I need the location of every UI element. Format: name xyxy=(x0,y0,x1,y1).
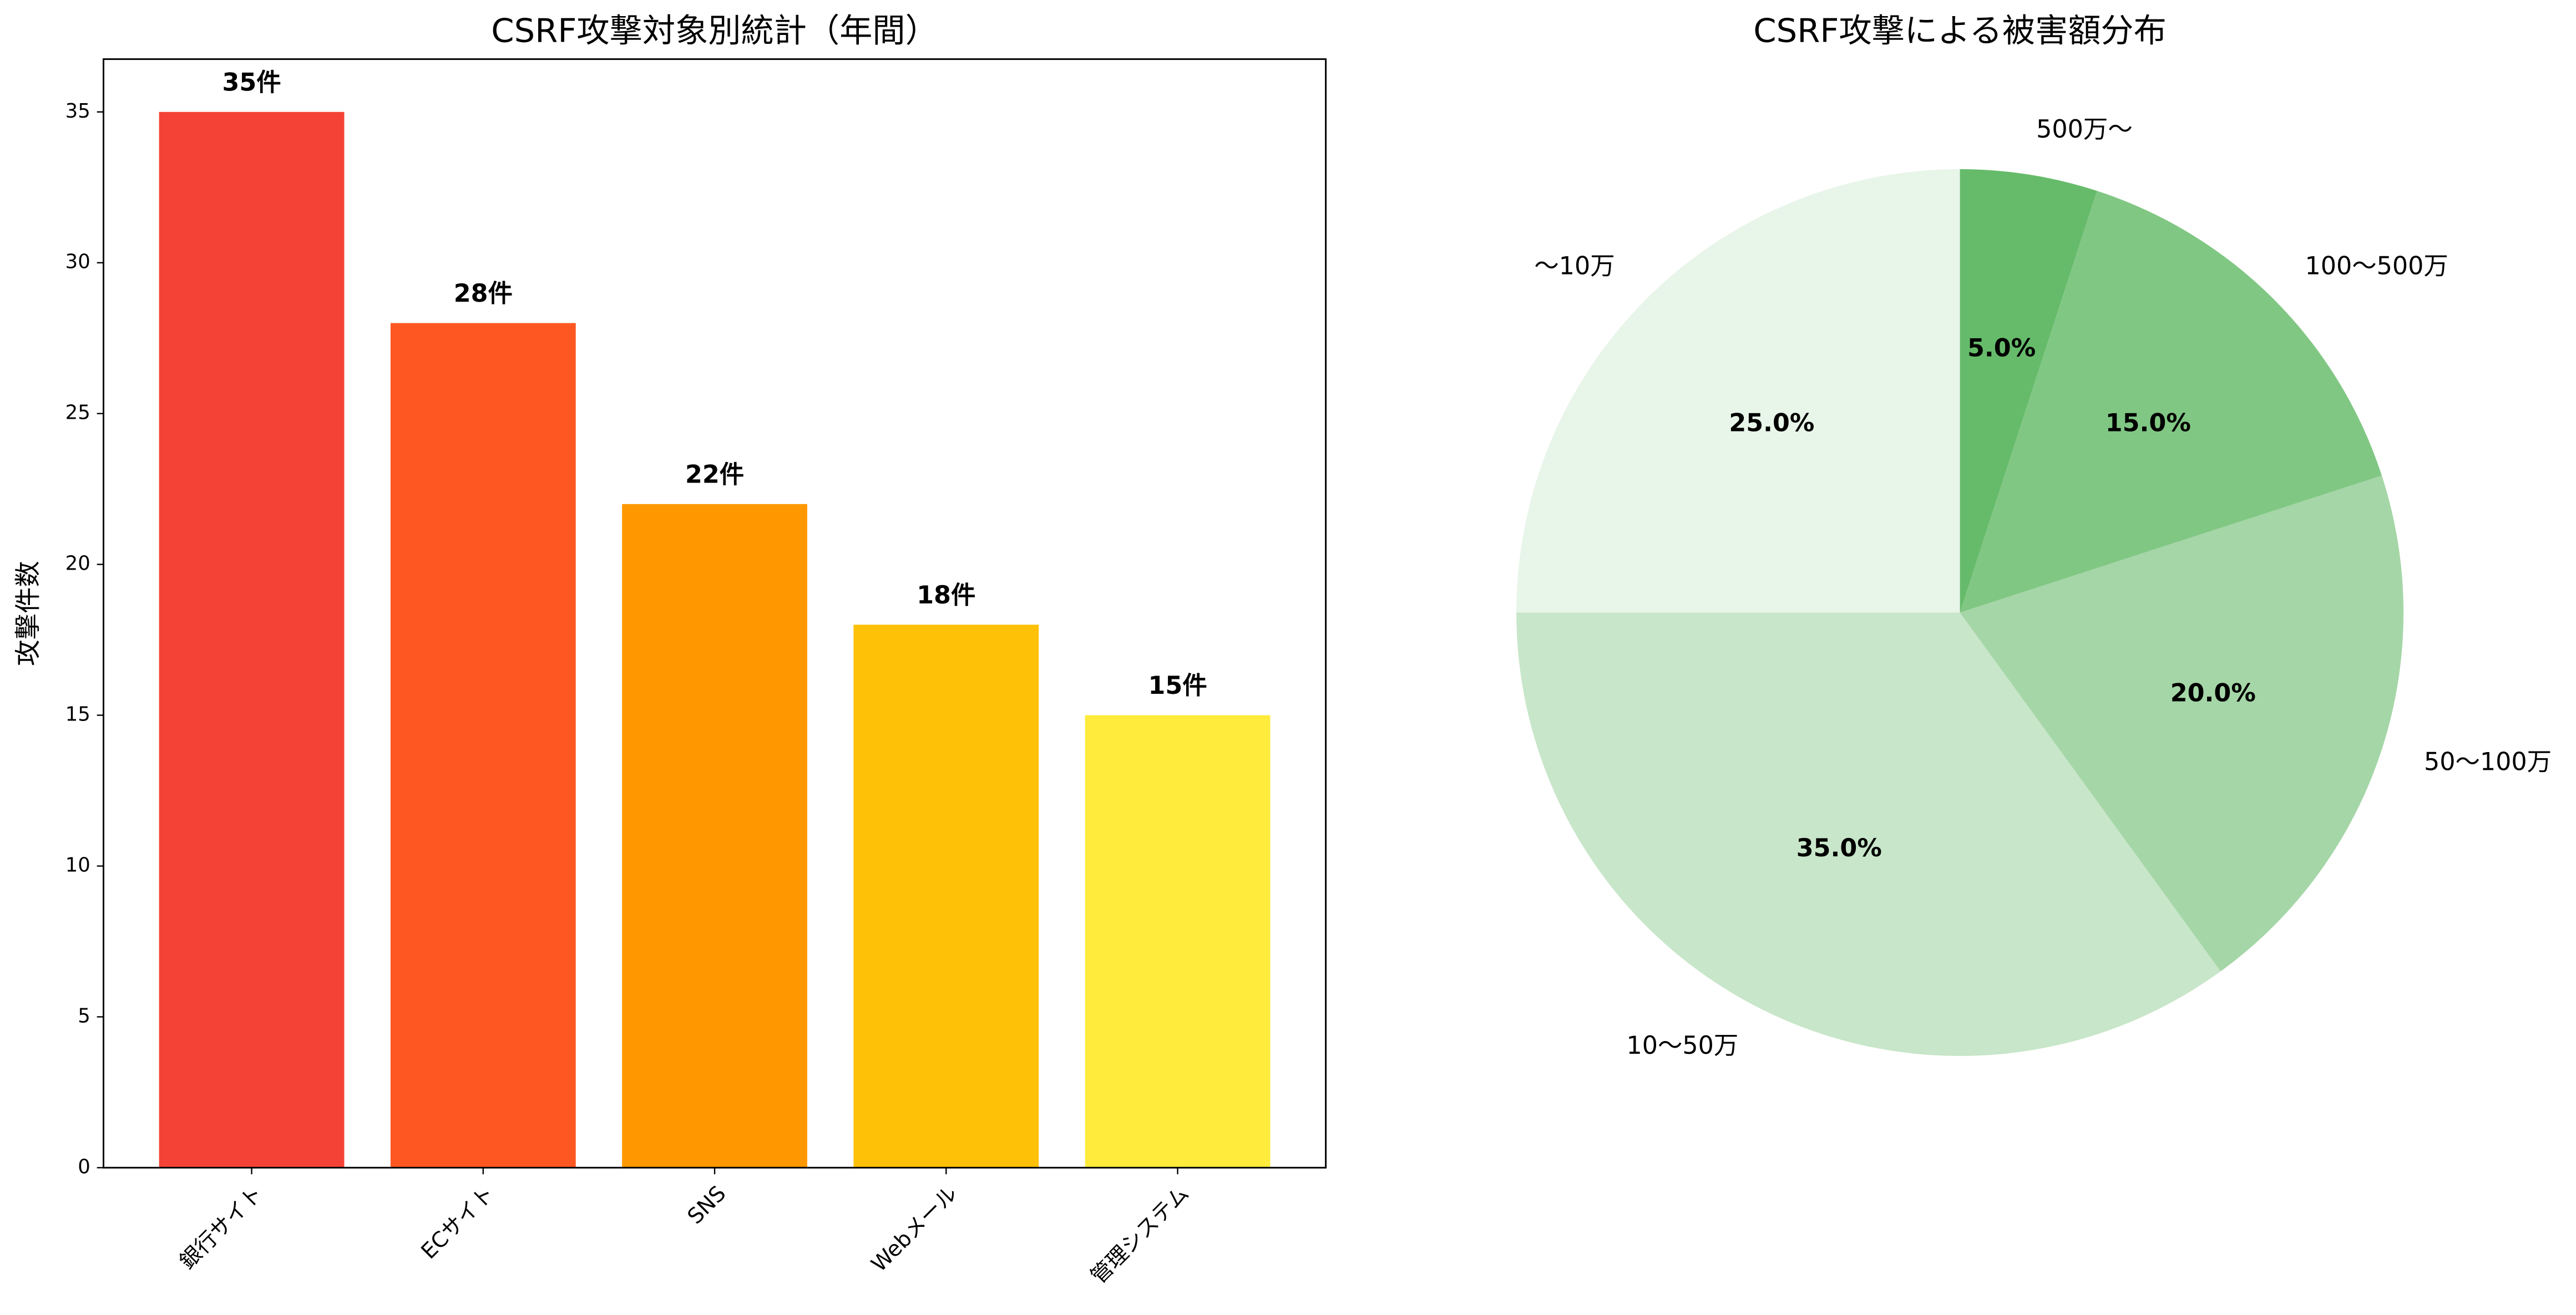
percent-label: 5.0% xyxy=(1967,334,2036,363)
slice-label: 500万～ xyxy=(2036,115,2133,144)
data-label: 22件 xyxy=(685,461,744,489)
chart-title: CSRF攻撃による被害額分布 xyxy=(1753,11,2167,49)
y-axis-label: 攻撃件数 xyxy=(13,561,43,666)
y-tick-label: 20 xyxy=(65,552,90,575)
slice-label: ～10万 xyxy=(1534,252,1615,281)
slice-label: 100～500万 xyxy=(2305,252,2448,281)
data-label: 15件 xyxy=(1148,672,1207,700)
percent-label: 25.0% xyxy=(1729,409,1814,437)
bar xyxy=(622,504,807,1168)
percent-label: 15.0% xyxy=(2106,409,2191,437)
y-tick-label: 25 xyxy=(65,402,90,424)
y-tick-label: 30 xyxy=(65,251,90,273)
pie-slice xyxy=(1516,612,2221,1057)
y-tick-label: 5 xyxy=(78,1004,90,1027)
chart-title: CSRF攻撃対象別統計（年間） xyxy=(491,11,938,49)
pie-slice xyxy=(1960,169,2097,613)
percent-label: 35.0% xyxy=(1796,834,1882,862)
pie-slice xyxy=(1960,191,2382,613)
bar xyxy=(390,323,576,1168)
data-label: 35件 xyxy=(222,68,281,97)
y-tick-label: 15 xyxy=(65,703,90,726)
pie-slice xyxy=(1516,169,1960,613)
y-tick-label: 0 xyxy=(78,1155,90,1178)
axes-frame xyxy=(103,58,1327,1169)
pie-slice xyxy=(1960,475,2404,972)
bar xyxy=(1085,715,1271,1168)
y-tick-label: 35 xyxy=(65,100,90,123)
slice-label: 10～50万 xyxy=(1627,1032,1739,1060)
y-tick-label: 10 xyxy=(65,854,90,876)
slice-label: 50～100万 xyxy=(2424,748,2552,776)
bar xyxy=(853,625,1039,1168)
bar xyxy=(159,111,345,1168)
percent-label: 20.0% xyxy=(2170,679,2256,708)
data-label: 28件 xyxy=(454,280,513,308)
data-label: 18件 xyxy=(917,581,975,610)
